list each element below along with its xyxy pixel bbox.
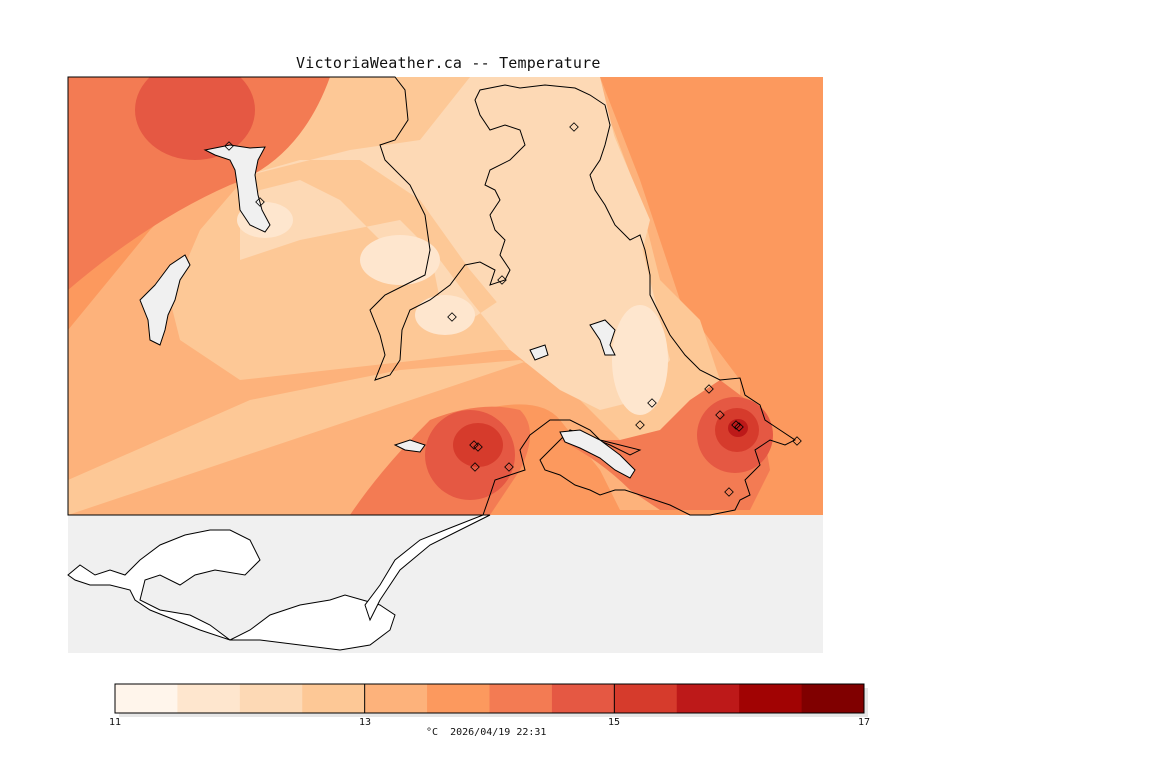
- colorbar-swatch-11: [739, 684, 803, 713]
- colorbar-swatch-2: [177, 684, 241, 713]
- legend-tick-13: 13: [358, 717, 372, 728]
- legend-tick-11: 11: [108, 717, 122, 728]
- colorbar-swatch-8: [551, 684, 615, 713]
- us-mainland-coast: [364, 514, 491, 622]
- station-9-marker: [715, 410, 725, 420]
- colorbar-swatch-3: [239, 684, 303, 713]
- colorbar-swatch-5: [364, 684, 428, 713]
- station-3-marker: [569, 122, 579, 132]
- station-markers: [224, 122, 802, 497]
- station-5-marker: [447, 312, 457, 322]
- vancouver-island-coast: [67, 76, 796, 516]
- legend-unit: °C: [426, 727, 439, 738]
- station-7-marker: [647, 398, 657, 408]
- saanich-inlet: [203, 144, 271, 233]
- victoria-harbour: [559, 429, 636, 479]
- station-17-marker: [792, 436, 802, 446]
- colorbar-swatch-12: [801, 684, 865, 713]
- station-15-marker: [734, 422, 744, 432]
- legend-caption: °C 2026/04/19 22:31: [426, 727, 546, 738]
- station-10-marker: [469, 440, 479, 450]
- lake-east: [589, 319, 616, 356]
- lake-small: [529, 344, 549, 361]
- legend-timestamp: 2026/04/19 22:31: [450, 727, 547, 738]
- legend-tick-15: 15: [607, 717, 621, 728]
- station-6-marker: [704, 384, 714, 394]
- colorbar: [114, 683, 868, 717]
- station-2-marker: [255, 197, 265, 207]
- map-title: VictoriaWeather.ca -- Temperature: [296, 54, 601, 72]
- legend-tick-17: 17: [857, 717, 871, 728]
- station-16-marker: [724, 487, 734, 497]
- colorbar-swatch-4: [302, 684, 366, 713]
- station-1-marker: [224, 141, 234, 151]
- station-12-marker: [470, 462, 480, 472]
- colorbar-swatch-10: [676, 684, 740, 713]
- colorbar-swatch-7: [489, 684, 553, 713]
- sooke-basin-island: [393, 439, 426, 453]
- station-13-marker: [504, 462, 514, 472]
- station-14-marker: [731, 420, 741, 430]
- colorbar-swatch-1: [115, 684, 178, 713]
- station-4-marker: [497, 275, 507, 285]
- lake-west: [139, 254, 191, 346]
- olympic-peninsula: [67, 529, 396, 651]
- colorbar-frame: [114, 683, 865, 714]
- station-8-marker: [635, 420, 645, 430]
- station-11-marker: [473, 442, 483, 452]
- colorbar-swatch-6: [427, 684, 490, 713]
- temperature-field: [68, 77, 823, 515]
- colorbar-swatch-9: [614, 684, 678, 713]
